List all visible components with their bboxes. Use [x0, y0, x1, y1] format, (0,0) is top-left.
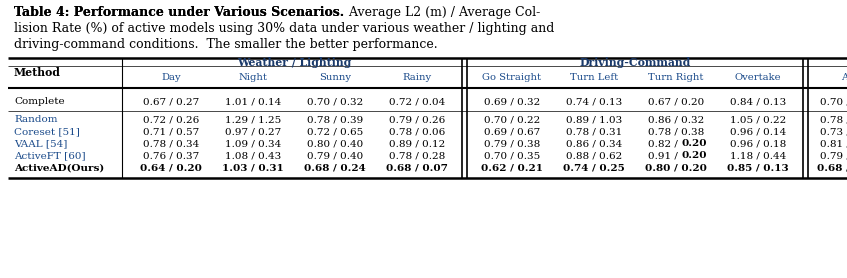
Text: 0.79 / 0.38: 0.79 / 0.38 [820, 152, 847, 160]
Text: 0.70 / 0.35: 0.70 / 0.35 [484, 152, 540, 160]
Text: 0.72 / 0.65: 0.72 / 0.65 [307, 128, 363, 136]
Text: 0.74 / 0.25: 0.74 / 0.25 [563, 163, 625, 173]
Text: 0.80 / 0.20: 0.80 / 0.20 [645, 163, 707, 173]
Text: ActiveFT [60]: ActiveFT [60] [14, 152, 86, 160]
Text: 0.68 / 0.21: 0.68 / 0.21 [817, 163, 847, 173]
Text: 0.67 / 0.20: 0.67 / 0.20 [648, 98, 704, 106]
Text: VAAL [54]: VAAL [54] [14, 140, 68, 148]
Text: 0.78 / 0.37: 0.78 / 0.37 [820, 115, 847, 125]
Text: 1.05 / 0.22: 1.05 / 0.22 [730, 115, 786, 125]
Text: 1.08 / 0.43: 1.08 / 0.43 [224, 152, 281, 160]
Text: 0.64 / 0.20: 0.64 / 0.20 [140, 163, 202, 173]
Text: 0.84 / 0.13: 0.84 / 0.13 [730, 98, 786, 106]
Text: 0.70 / 0.32: 0.70 / 0.32 [307, 98, 363, 106]
Text: Rainy: Rainy [402, 73, 432, 81]
Text: 0.91 /: 0.91 / [648, 152, 681, 160]
Text: 0.20: 0.20 [681, 140, 706, 148]
Text: 0.86 / 0.34: 0.86 / 0.34 [566, 140, 623, 148]
Text: 0.74 / 0.13: 0.74 / 0.13 [566, 98, 623, 106]
Text: 0.72 / 0.26: 0.72 / 0.26 [143, 115, 199, 125]
Text: Coreset [51]: Coreset [51] [14, 128, 80, 136]
Text: 0.76 / 0.37: 0.76 / 0.37 [143, 152, 199, 160]
Text: Table 4: Performance under Various Scenarios.: Table 4: Performance under Various Scena… [14, 6, 344, 19]
Text: 0.69 / 0.67: 0.69 / 0.67 [484, 128, 540, 136]
Text: 1.09 / 0.34: 1.09 / 0.34 [224, 140, 281, 148]
Text: 0.79 / 0.38: 0.79 / 0.38 [484, 140, 540, 148]
Text: 0.89 / 0.12: 0.89 / 0.12 [389, 140, 446, 148]
Text: 0.20: 0.20 [681, 152, 706, 160]
Text: 0.82 /: 0.82 / [648, 140, 681, 148]
Text: 0.79 / 0.40: 0.79 / 0.40 [307, 152, 363, 160]
Text: 0.89 / 1.03: 0.89 / 1.03 [566, 115, 623, 125]
Text: 0.81 / 0.35: 0.81 / 0.35 [820, 140, 847, 148]
Text: 1.18 / 0.44: 1.18 / 0.44 [730, 152, 786, 160]
Text: 0.78 / 0.06: 0.78 / 0.06 [389, 128, 446, 136]
Text: Overtake: Overtake [734, 73, 781, 81]
Text: ActiveAD(Ours): ActiveAD(Ours) [14, 163, 104, 173]
Text: 0.96 / 0.18: 0.96 / 0.18 [730, 140, 786, 148]
Text: 1.01 / 0.14: 1.01 / 0.14 [224, 98, 281, 106]
Text: Turn Right: Turn Right [648, 73, 704, 81]
Text: 0.88 / 0.62: 0.88 / 0.62 [566, 152, 623, 160]
Text: Turn Left: Turn Left [570, 73, 618, 81]
Text: 0.97 / 0.27: 0.97 / 0.27 [224, 128, 281, 136]
Text: Day: Day [161, 73, 180, 81]
Text: driving-command conditions.  The smaller the better performance.: driving-command conditions. The smaller … [14, 38, 438, 51]
Text: 0.78 / 0.38: 0.78 / 0.38 [648, 128, 704, 136]
Text: 1.29 / 1.25: 1.29 / 1.25 [224, 115, 281, 125]
Text: 0.68 / 0.24: 0.68 / 0.24 [304, 163, 366, 173]
Text: 0.69 / 0.32: 0.69 / 0.32 [484, 98, 540, 106]
Text: 0.86 / 0.32: 0.86 / 0.32 [648, 115, 704, 125]
Text: All: All [841, 73, 847, 81]
Text: 0.78 / 0.34: 0.78 / 0.34 [143, 140, 199, 148]
Text: 0.67 / 0.27: 0.67 / 0.27 [143, 98, 199, 106]
Text: 0.62 / 0.21: 0.62 / 0.21 [481, 163, 543, 173]
Text: 0.78 / 0.28: 0.78 / 0.28 [389, 152, 446, 160]
Text: 1.03 / 0.31: 1.03 / 0.31 [222, 163, 284, 173]
Text: 0.70 / 0.22: 0.70 / 0.22 [484, 115, 540, 125]
Text: Sunny: Sunny [319, 73, 351, 81]
Text: 0.78 / 0.39: 0.78 / 0.39 [307, 115, 363, 125]
Text: 0.71 / 0.57: 0.71 / 0.57 [143, 128, 199, 136]
Text: 0.70 / 0.25: 0.70 / 0.25 [820, 98, 847, 106]
Text: Table 4: Performance under Various Scenarios.: Table 4: Performance under Various Scena… [14, 6, 344, 19]
Text: Average L2 (m) / Average Col-: Average L2 (m) / Average Col- [345, 6, 540, 19]
Text: 0.80 / 0.40: 0.80 / 0.40 [307, 140, 363, 148]
Text: 0.73 / 0.54: 0.73 / 0.54 [820, 128, 847, 136]
Text: lision Rate (%) of active models using 30% data under various weather / lighting: lision Rate (%) of active models using 3… [14, 22, 555, 35]
Text: Night: Night [239, 73, 268, 81]
Text: Random: Random [14, 115, 58, 125]
Text: Complete: Complete [14, 98, 64, 106]
Text: 0.85 / 0.13: 0.85 / 0.13 [728, 163, 789, 173]
Text: Driving-Command: Driving-Command [579, 56, 690, 68]
Text: Go Straight: Go Straight [483, 73, 541, 81]
Text: 0.96 / 0.14: 0.96 / 0.14 [730, 128, 786, 136]
Text: Method: Method [14, 68, 61, 78]
Text: 0.72 / 0.04: 0.72 / 0.04 [389, 98, 446, 106]
Text: 0.79 / 0.26: 0.79 / 0.26 [389, 115, 446, 125]
Text: Weather / Lighting: Weather / Lighting [237, 56, 352, 68]
Text: 0.78 / 0.31: 0.78 / 0.31 [566, 128, 623, 136]
Text: 0.68 / 0.07: 0.68 / 0.07 [386, 163, 448, 173]
